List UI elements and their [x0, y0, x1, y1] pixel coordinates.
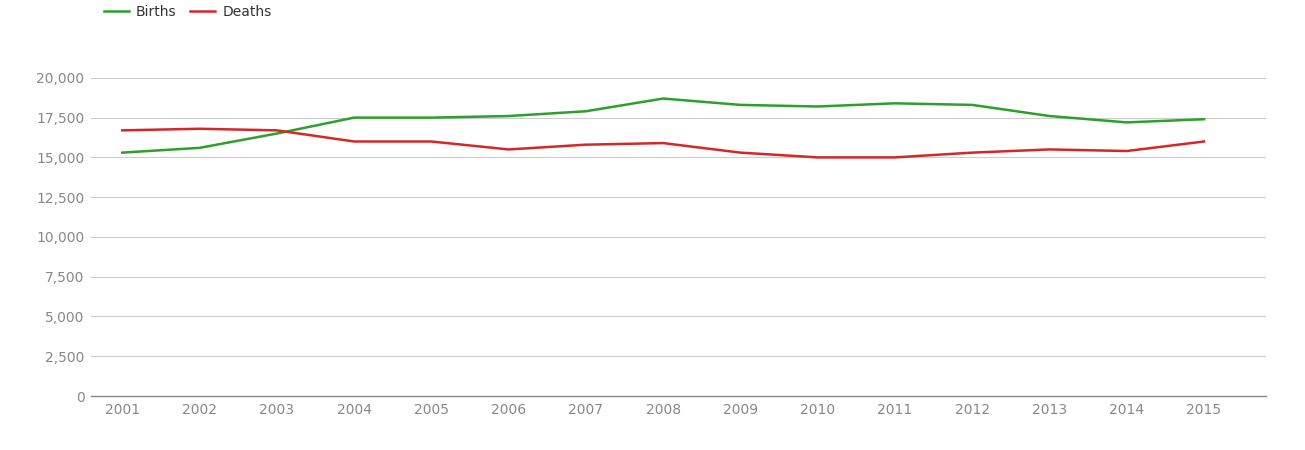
- Births: [115, 150, 130, 155]
- Births: [1041, 113, 1057, 119]
- Births: [732, 102, 748, 108]
- Births: [964, 102, 980, 108]
- Line: Deaths: Deaths: [123, 129, 1205, 158]
- Deaths: [732, 150, 748, 155]
- Births: [887, 101, 903, 106]
- Births: [810, 104, 826, 109]
- Deaths: [578, 142, 594, 147]
- Births: [269, 131, 284, 136]
- Births: [192, 145, 207, 151]
- Births: [655, 96, 671, 101]
- Births: [346, 115, 361, 120]
- Births: [1118, 120, 1134, 125]
- Deaths: [655, 140, 671, 146]
- Deaths: [810, 155, 826, 160]
- Deaths: [1197, 139, 1212, 144]
- Deaths: [115, 128, 130, 133]
- Deaths: [1118, 148, 1134, 154]
- Deaths: [887, 155, 903, 160]
- Deaths: [192, 126, 207, 131]
- Births: [501, 113, 517, 119]
- Births: [578, 108, 594, 114]
- Line: Births: Births: [123, 99, 1205, 153]
- Deaths: [424, 139, 440, 144]
- Deaths: [1041, 147, 1057, 152]
- Deaths: [501, 147, 517, 152]
- Deaths: [964, 150, 980, 155]
- Births: [1197, 117, 1212, 122]
- Births: [424, 115, 440, 120]
- Legend: Births, Deaths: Births, Deaths: [98, 0, 277, 24]
- Deaths: [346, 139, 361, 144]
- Deaths: [269, 128, 284, 133]
